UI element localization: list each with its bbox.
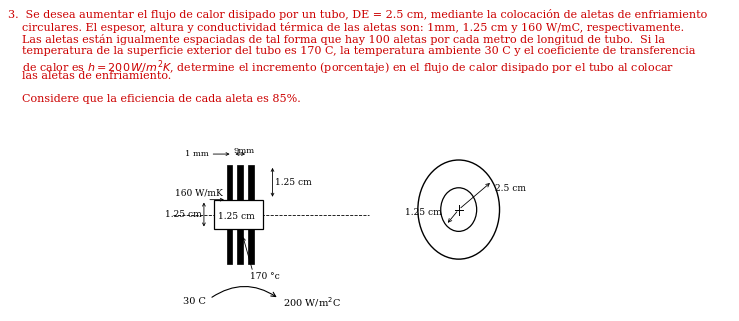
Text: circulares. El espesor, altura y conductividad térmica de las aletas son: 1mm, 1: circulares. El espesor, altura y conduct… bbox=[8, 22, 684, 33]
Text: de calor es $h = 200\,W/m^2K$, determine el incremento (porcentaje) en el flujo : de calor es $h = 200\,W/m^2K$, determine… bbox=[8, 59, 674, 77]
Text: temperatura de la superficie exterior del tubo es 170 C, la temperatura ambiente: temperatura de la superficie exterior de… bbox=[8, 47, 695, 56]
Text: 2.5 cm: 2.5 cm bbox=[495, 184, 526, 193]
Bar bbox=[227, 165, 233, 200]
Bar bbox=[214, 200, 262, 230]
Text: 200 W/m$^2$C: 200 W/m$^2$C bbox=[283, 295, 341, 309]
Bar bbox=[227, 230, 233, 264]
Text: 9mm: 9mm bbox=[234, 147, 255, 155]
Text: Considere que la eficiencia de cada aleta es 85%.: Considere que la eficiencia de cada alet… bbox=[8, 94, 301, 104]
Text: 1.25 cm: 1.25 cm bbox=[218, 212, 255, 221]
Bar bbox=[248, 165, 253, 200]
Text: 1.25 cm: 1.25 cm bbox=[405, 208, 442, 217]
Text: 30 C: 30 C bbox=[183, 297, 205, 306]
Text: 170 °c: 170 °c bbox=[251, 272, 280, 281]
Text: 1 mm: 1 mm bbox=[185, 150, 209, 158]
Text: 3.  Se desea aumentar el flujo de calor disipado por un tubo, DE = 2.5 cm, media: 3. Se desea aumentar el flujo de calor d… bbox=[8, 9, 707, 20]
Text: 1.25 cm: 1.25 cm bbox=[275, 178, 312, 187]
Text: Las aletas están igualmente espaciadas de tal forma que hay 100 aletas por cada : Las aletas están igualmente espaciadas d… bbox=[8, 34, 665, 45]
Bar bbox=[237, 165, 243, 200]
Bar bbox=[248, 230, 253, 264]
Text: 160 W/mK: 160 W/mK bbox=[174, 188, 222, 197]
Text: las aletas de enfriamiento.: las aletas de enfriamiento. bbox=[8, 71, 171, 81]
Bar bbox=[237, 230, 243, 264]
Text: 1.25 cm: 1.25 cm bbox=[165, 210, 202, 219]
